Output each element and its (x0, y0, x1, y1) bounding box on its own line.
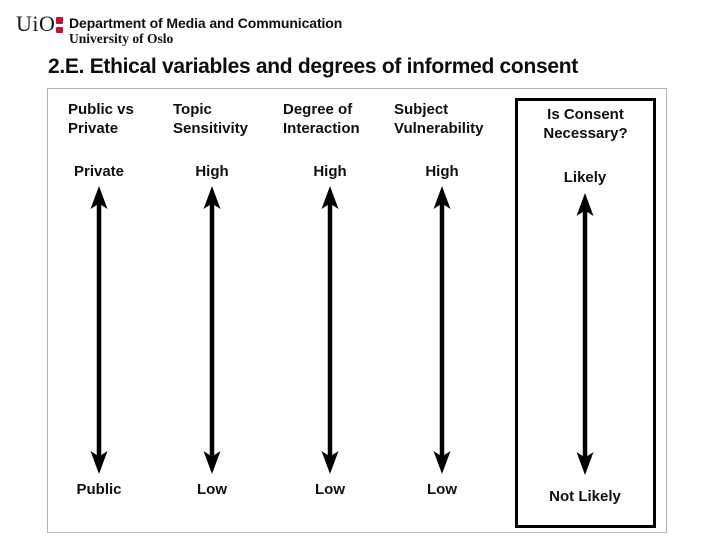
double-arrow-icon (576, 193, 594, 475)
double-arrow-icon (321, 186, 339, 474)
slide-title: 2.E. Ethical variables and degrees of in… (48, 55, 578, 78)
top-label-private: Private (73, 163, 125, 180)
header-is-consent-necessary: Is Consent Necessary? (543, 106, 628, 142)
university-name: University of Oslo (69, 31, 174, 46)
bottom-label-low-interaction: Low (315, 481, 345, 498)
double-arrow-icon (433, 186, 451, 474)
double-arrow-icon (90, 186, 108, 474)
department-name: Department of Media and Communication (69, 15, 343, 31)
bottom-label-public: Public (76, 481, 122, 498)
top-label-high-interaction: High (313, 163, 347, 180)
top-label-likely: Likely (563, 169, 607, 186)
logo-dot-top (56, 17, 63, 24)
bottom-label-not-likely: Not Likely (549, 488, 621, 505)
bottom-label-low-sensitivity: Low (197, 481, 227, 498)
double-arrow-icon (203, 186, 221, 474)
uio-colon-icon (56, 17, 63, 33)
uio-logo: UiO (16, 11, 56, 36)
top-label-high-vulnerability: High (425, 163, 459, 180)
header-topic-sensitivity: Topic Sensitivity (173, 101, 249, 137)
diagram-panel: Public vs Private Topic Sensitivity Degr… (47, 88, 667, 533)
header-degree-of-interaction: Degree of Interaction (283, 101, 360, 137)
header-public-vs-private: Public vs Private (68, 101, 134, 137)
bottom-label-low-vulnerability: Low (427, 481, 457, 498)
top-label-high-sensitivity: High (195, 163, 229, 180)
logo-dot-bottom (56, 26, 63, 33)
header-subject-vulnerability: Subject Vulnerability (394, 101, 484, 137)
